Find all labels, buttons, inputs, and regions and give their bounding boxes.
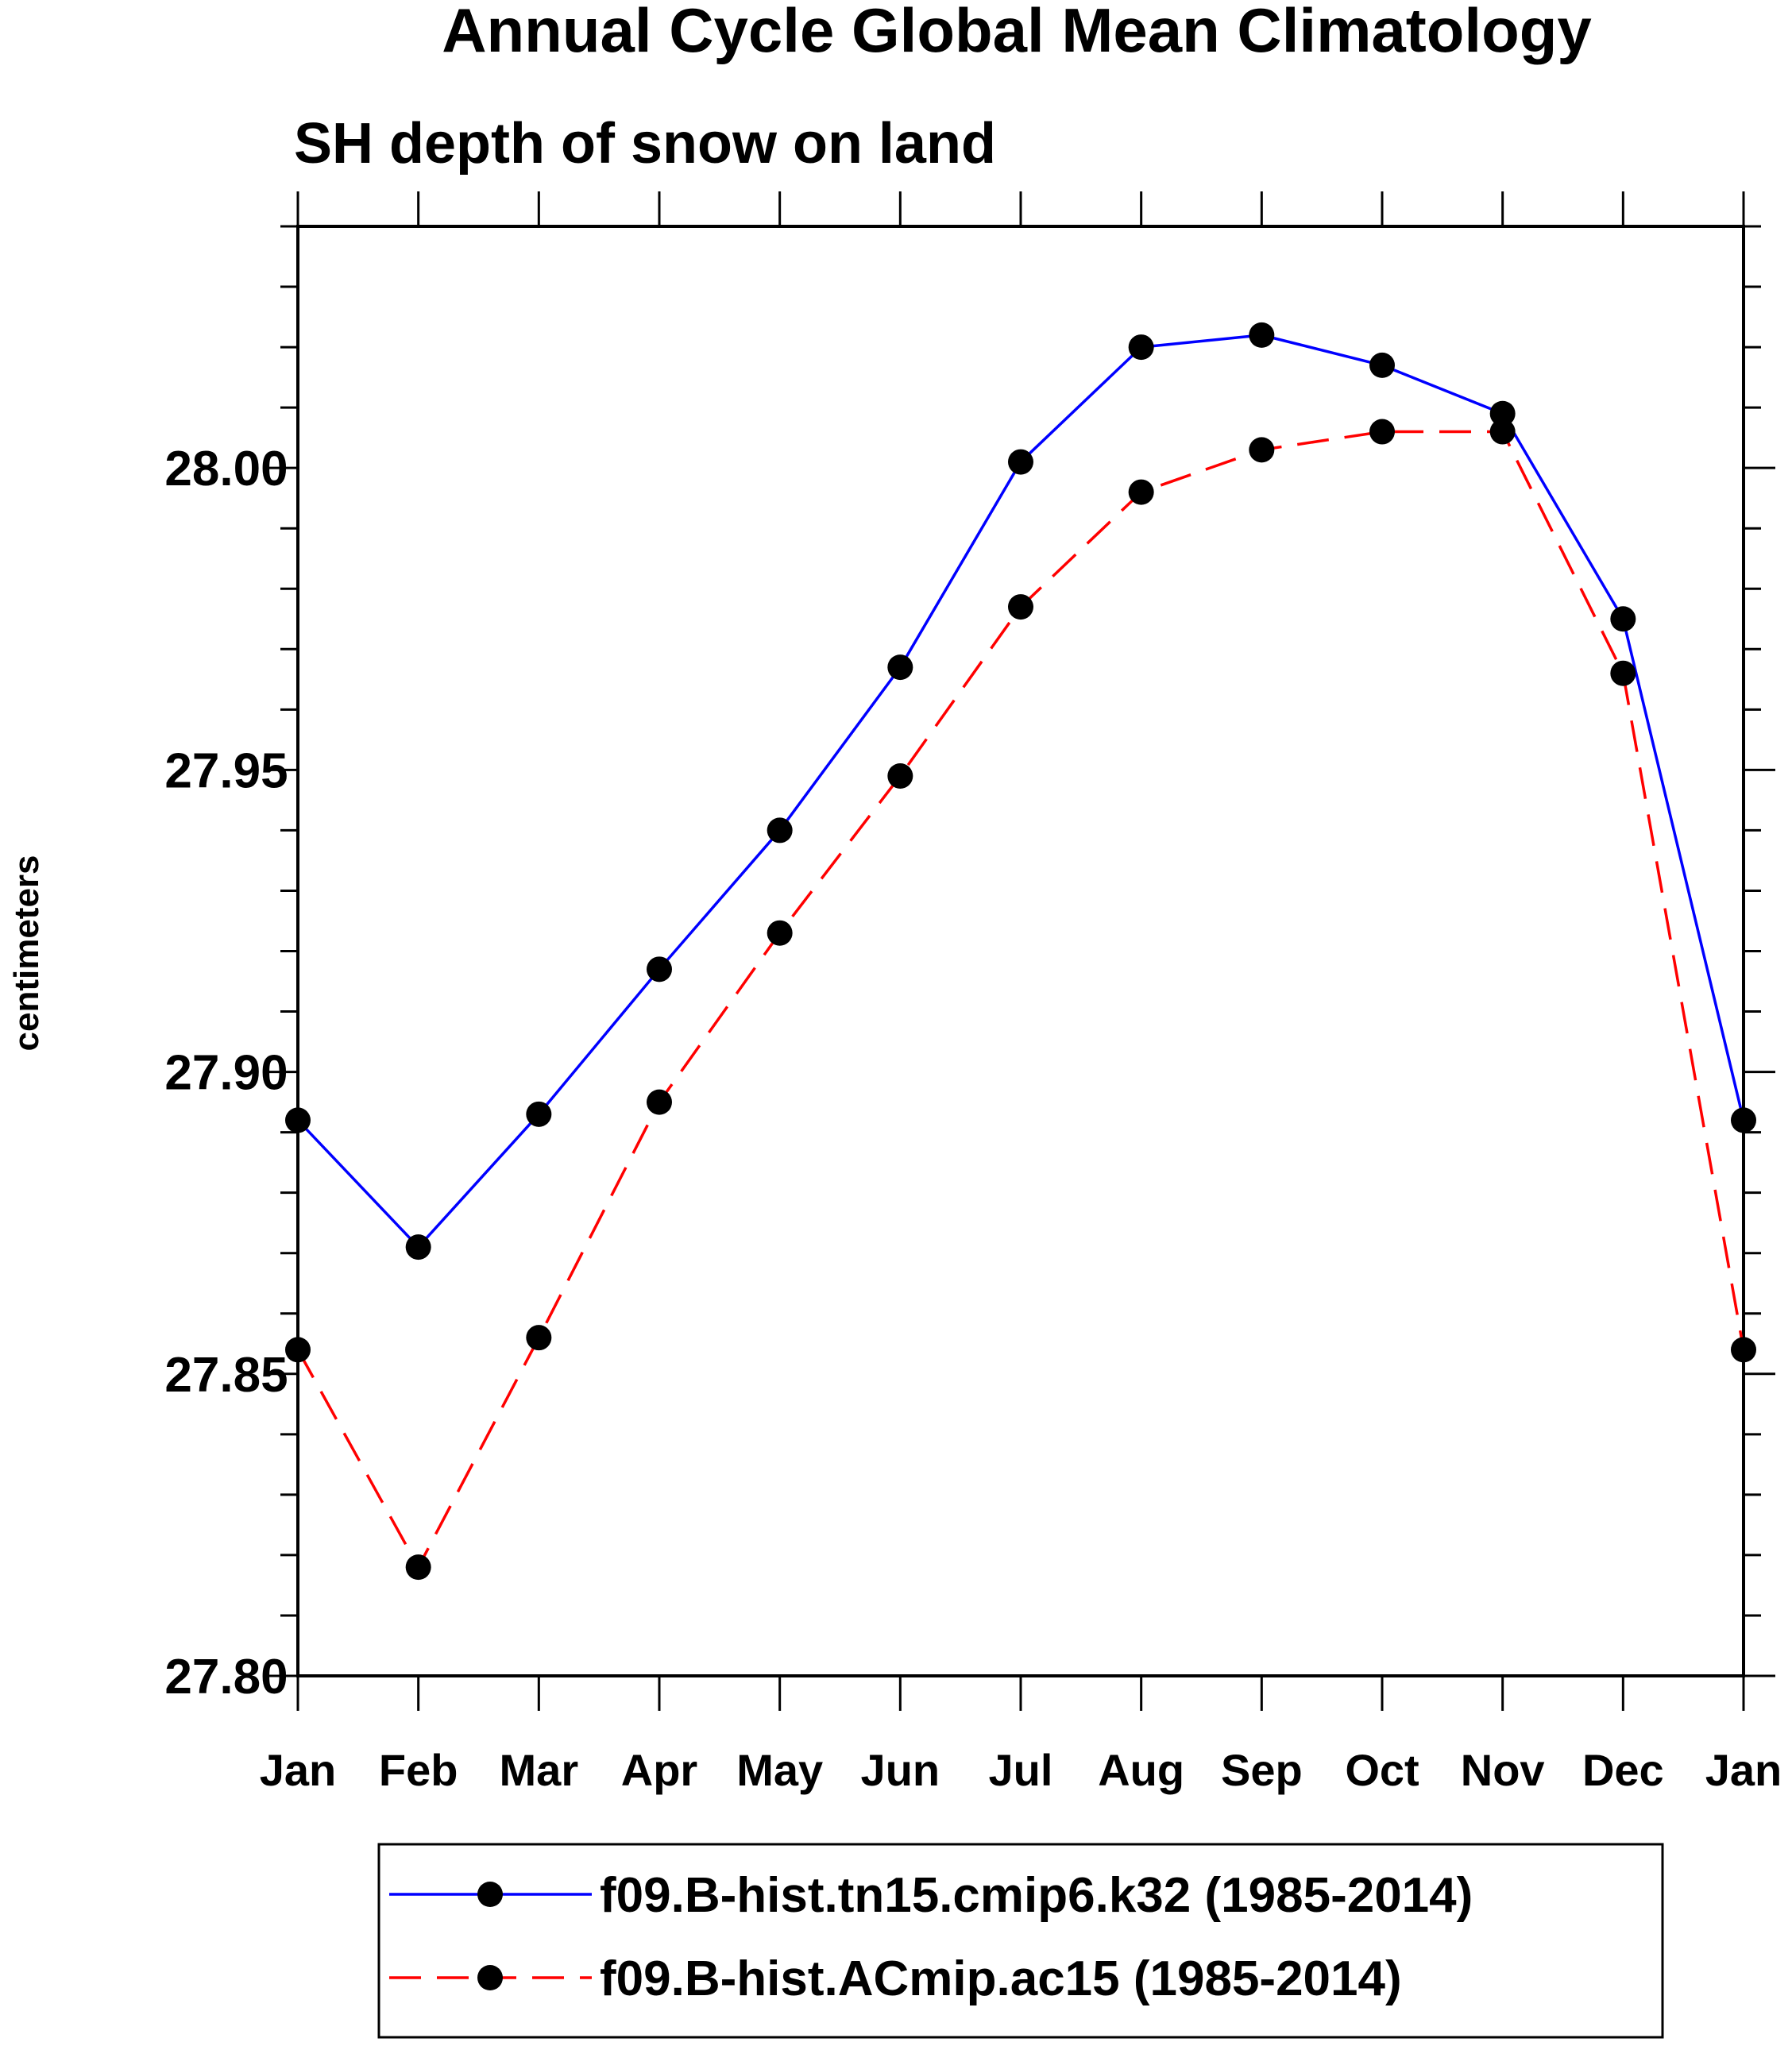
data-point-series-1	[526, 1101, 552, 1127]
series-lines	[296, 334, 1745, 1569]
y-tick-label: 28.00	[164, 442, 288, 496]
x-tick-labels: Jan Feb Mar Apr May Jun Jul Aug Sep Oct Nov Dec Jan	[260, 1745, 1782, 1795]
data-point-series-1	[1008, 449, 1033, 475]
chart-subtitle: SH depth of snow on land	[294, 112, 996, 176]
data-point-series-1	[405, 1234, 431, 1260]
chart-title: Annual Cycle Global Mean Climatology	[442, 0, 1592, 65]
data-point-series-2	[1610, 660, 1636, 686]
x-tick-label: Dec	[1582, 1745, 1664, 1795]
x-tick-label: Jan	[260, 1745, 337, 1795]
data-point-series-2	[1731, 1337, 1756, 1363]
data-point-series-2	[1489, 419, 1516, 445]
data-point-series-1	[647, 956, 672, 982]
x-tick-label: Jul	[989, 1745, 1053, 1795]
legend-label-2: f09.B-hist.ACmip.ac15 (1985-2014)	[600, 1951, 1402, 2006]
x-tick-label: May	[736, 1745, 823, 1795]
y-tick-label: 27.95	[164, 743, 288, 798]
axis-ticks	[266, 191, 1775, 1711]
data-point-series-2	[1249, 437, 1275, 463]
y-tick-label: 27.80	[164, 1650, 288, 1704]
data-point-series-2	[887, 762, 913, 789]
data-point-series-2	[526, 1325, 552, 1351]
legend-box	[377, 1843, 1664, 2039]
y-tick-labels: 27.80 27.85 27.90 27.95 28.00	[164, 442, 288, 1704]
data-point-series-1	[1610, 606, 1636, 632]
data-point-series-2	[405, 1554, 431, 1581]
x-tick-label: Jan	[1705, 1745, 1782, 1795]
data-point-series-2	[285, 1337, 311, 1363]
data-point-series-1	[1249, 322, 1275, 348]
legend-marker-1	[477, 1882, 503, 1907]
data-point-series-1	[887, 654, 913, 681]
data-point-series-1	[1731, 1107, 1756, 1133]
data-point-series-1	[1489, 400, 1516, 427]
legend-label-1: f09.B-hist.tn15.cmip6.k32 (1985-2014)	[600, 1868, 1473, 1923]
data-point-series-2	[1128, 479, 1154, 505]
data-point-series-1	[285, 1107, 311, 1133]
x-tick-label: Oct	[1345, 1745, 1419, 1795]
x-tick-label: Mar	[500, 1745, 579, 1795]
y-tick-label: 27.90	[164, 1046, 288, 1101]
data-point-series-1	[767, 817, 793, 843]
legend-marker-2	[477, 1965, 503, 1990]
y-tick-label: 27.85	[164, 1348, 288, 1403]
data-point-series-2	[647, 1089, 672, 1115]
data-point-series-1	[1369, 352, 1395, 378]
data-point-series-2	[767, 920, 793, 946]
y-axis-label: centimeters	[7, 855, 46, 1051]
data-point-series-2	[1369, 419, 1395, 445]
x-tick-label: Jun	[861, 1745, 940, 1795]
x-tick-label: Feb	[379, 1745, 458, 1795]
x-tick-label: Apr	[621, 1745, 697, 1795]
x-tick-label: Sep	[1221, 1745, 1303, 1795]
data-point-series-2	[1008, 594, 1033, 620]
legend: f09.B-hist.tn15.cmip6.k32 (1985-2014) f09…	[377, 1843, 1664, 2039]
data-point-series-1	[1128, 334, 1154, 361]
x-tick-label: Nov	[1461, 1745, 1545, 1795]
x-tick-label: Aug	[1098, 1745, 1184, 1795]
plot-frame	[296, 225, 1745, 1677]
series-markers	[285, 322, 1756, 1581]
